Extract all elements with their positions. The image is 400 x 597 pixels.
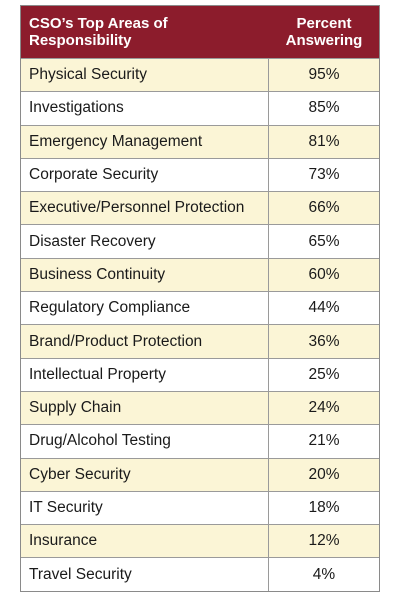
percent-cell: 85% <box>308 99 340 117</box>
area-cell: Corporate Security <box>21 158 269 192</box>
table-row: Business Continuity 60% <box>21 257 379 292</box>
percent-cell: 44% <box>308 299 340 317</box>
area-cell: Disaster Recovery <box>21 225 269 258</box>
area-cell: Brand/Product Protection <box>21 325 269 358</box>
percent-cell: 21% <box>308 432 340 450</box>
percent-cell: 24% <box>308 399 340 417</box>
table-header: CSO’s Top Areas of Responsibility Percen… <box>21 6 379 58</box>
table-row: Supply Chain 24% <box>21 390 379 425</box>
area-cell: Supply Chain <box>21 391 269 425</box>
area-cell: Emergency Management <box>21 125 269 158</box>
percent-cell: 95% <box>308 66 340 84</box>
table-row: Travel Security 4% <box>21 557 379 591</box>
table-row: Executive/Personnel Protection 66% <box>21 191 379 225</box>
table-row: Emergency Management 81% <box>21 124 379 158</box>
table-row: Investigations 85% <box>21 91 379 125</box>
area-cell: Insurance <box>21 525 269 558</box>
percent-cell: 36% <box>308 332 340 350</box>
percent-cell: 66% <box>308 199 340 217</box>
percent-cell: 73% <box>308 166 340 184</box>
table-row: Intellectual Property 25% <box>21 357 379 391</box>
table: CSO’s Top Areas of Responsibility Percen… <box>20 5 380 592</box>
area-cell: Executive/Personnel Protection <box>21 192 269 225</box>
area-cell: Cyber Security <box>21 458 269 491</box>
table-row: Physical Security 95% <box>21 58 379 92</box>
percent-cell: 60% <box>308 265 340 283</box>
table-row: Brand/Product Protection 36% <box>21 324 379 358</box>
area-cell: Business Continuity <box>21 258 269 292</box>
percent-cell: 4% <box>312 565 336 583</box>
percent-cell: 20% <box>308 465 340 483</box>
area-cell: Regulatory Compliance <box>21 292 269 325</box>
area-cell: Physical Security <box>21 59 269 92</box>
table-row: Cyber Security 20% <box>21 457 379 491</box>
percent-cell: 25% <box>308 365 340 383</box>
table-row: Corporate Security 73% <box>21 157 379 192</box>
header-cell: Percent Answering <box>285 15 363 49</box>
area-cell: IT Security <box>21 491 269 525</box>
area-cell: Investigations <box>21 92 269 125</box>
percent-cell: 65% <box>308 232 340 250</box>
area-cell: Drug/Alcohol Testing <box>21 425 269 458</box>
percent-cell: 12% <box>308 532 340 550</box>
area-cell: Travel Security <box>21 558 269 591</box>
table-row: Disaster Recovery 65% <box>21 224 379 258</box>
header-cell: CSO’s Top Areas of Responsibility <box>29 15 168 49</box>
area-cell: Intellectual Property <box>21 358 269 391</box>
percent-cell: 81% <box>308 132 340 150</box>
table-row: IT Security 18% <box>21 490 379 525</box>
table-row: Insurance 12% <box>21 524 379 558</box>
table-row: Regulatory Compliance 44% <box>21 291 379 325</box>
percent-cell: 18% <box>308 499 340 516</box>
table-row: Drug/Alcohol Testing 21% <box>21 424 379 458</box>
